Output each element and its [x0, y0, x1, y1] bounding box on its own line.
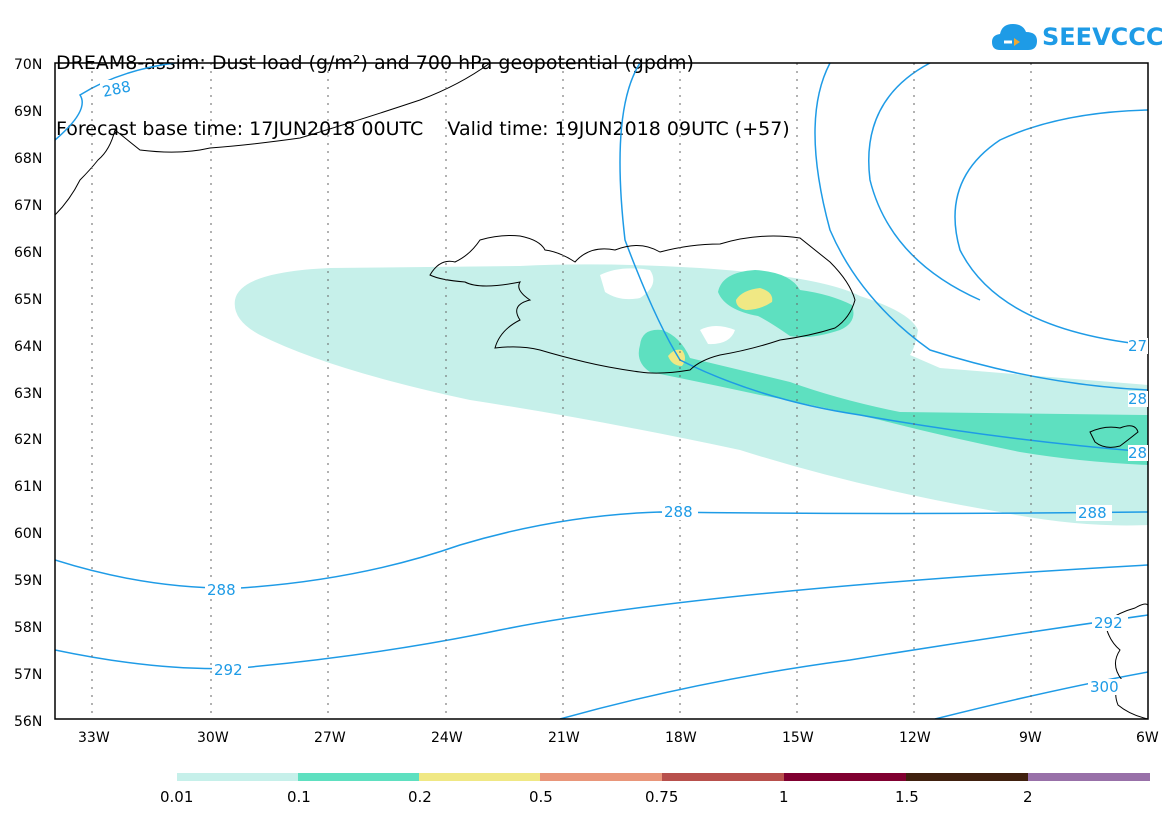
lat-label: 58N	[14, 620, 42, 636]
colorbar-swatch	[177, 773, 298, 781]
lat-label: 62N	[14, 432, 42, 448]
contour-label: 288	[664, 503, 693, 521]
colorbar-label: 0.1	[287, 788, 311, 806]
contour-label: 28	[1128, 390, 1147, 408]
colorbar-label: 0.01	[160, 788, 193, 806]
colorbar-swatch	[784, 773, 906, 781]
contour-line	[55, 63, 176, 141]
contour-line	[868, 63, 981, 301]
lon-label: 27W	[314, 730, 346, 746]
colorbar-label: 0.75	[645, 788, 678, 806]
dust-region-0-2-south	[668, 349, 685, 366]
lon-label: 9W	[1019, 730, 1042, 746]
lat-label: 70N	[14, 57, 42, 73]
colorbar-swatch	[906, 773, 1028, 781]
lon-label: 15W	[782, 730, 814, 746]
scotland-coast	[1104, 603, 1148, 719]
seevccc-logo: SEEVCCC	[990, 20, 1164, 60]
lat-label: 59N	[14, 573, 42, 589]
lon-label: 6W	[1136, 730, 1159, 746]
longitude-labels: 33W 30W 27W 24W 21W 18W 15W 12W 9W 6W	[78, 730, 1159, 746]
colorbar-swatch	[419, 773, 540, 781]
contour-line	[954, 109, 1148, 346]
lon-label: 24W	[431, 730, 463, 746]
grid-lines	[91, 63, 1032, 719]
colorbar: 0.01 0.1 0.2 0.5 0.75 1 1.5 2	[160, 773, 1150, 806]
dust-region-0-1-plume	[638, 329, 1148, 465]
lat-label: 64N	[14, 339, 42, 355]
lon-label: 21W	[548, 730, 580, 746]
lon-label: 33W	[78, 730, 110, 746]
clear-patch	[600, 268, 654, 300]
colorbar-swatch	[662, 773, 784, 781]
colorbar-label: 0.5	[529, 788, 553, 806]
greenland-coast	[55, 63, 491, 216]
contour-label: 288	[207, 581, 236, 599]
contour-line	[934, 671, 1148, 719]
lat-label: 57N	[14, 667, 42, 683]
contour-line	[619, 63, 1148, 453]
lat-label: 68N	[14, 151, 42, 167]
latitude-labels: 70N 69N 68N 67N 66N 65N 64N 63N 62N 61N …	[14, 57, 42, 730]
colorbar-label: 1.5	[895, 788, 919, 806]
colorbar-label: 1	[779, 788, 789, 806]
contour-label: 292	[214, 661, 243, 679]
dust-region-0-2-north	[736, 288, 773, 310]
lon-label: 18W	[665, 730, 697, 746]
lat-label: 66N	[14, 245, 42, 261]
lon-label: 30W	[197, 730, 229, 746]
logo-text: SEEVCCC	[1042, 23, 1164, 51]
contour-label: 27	[1128, 337, 1147, 355]
contour-line	[559, 614, 1148, 719]
lat-label: 69N	[14, 104, 42, 120]
faroe-coast	[1089, 425, 1139, 448]
geopotential-contours	[55, 63, 1148, 719]
contour-line	[55, 511, 1148, 589]
lat-label: 56N	[14, 714, 42, 730]
contour-label: 292	[1094, 614, 1123, 632]
contour-line	[814, 63, 1148, 391]
contour-line	[55, 564, 1148, 670]
colorbar-label: 0.2	[408, 788, 432, 806]
lat-label: 61N	[14, 479, 42, 495]
colorbar-swatch	[1028, 773, 1150, 781]
contour-label: 288	[101, 77, 133, 101]
lat-label: 65N	[14, 292, 42, 308]
lat-label: 63N	[14, 386, 42, 402]
map-plot-area	[55, 63, 1148, 719]
lat-label: 60N	[14, 526, 42, 542]
lat-label: 67N	[14, 198, 42, 214]
colorbar-label: 2	[1023, 788, 1033, 806]
coastlines	[55, 63, 1148, 719]
colorbar-swatch	[298, 773, 419, 781]
contour-label: 300	[1090, 678, 1119, 696]
dust-region-0-1-north	[718, 270, 854, 338]
colorbar-swatch	[540, 773, 662, 781]
title-line-2: Forecast base time: 17JUN2018 00UTC Vali…	[56, 118, 790, 140]
clear-patch	[700, 326, 735, 345]
cloud-icon	[992, 24, 1037, 50]
iceland-coast	[429, 235, 856, 374]
dust-region-0-01	[234, 264, 1148, 526]
contour-label: 28	[1128, 444, 1147, 462]
contour-labels: 288 288 288 288 292 292 300 27 28 28	[100, 77, 1148, 696]
lon-label: 12W	[899, 730, 931, 746]
contour-label: 288	[1078, 504, 1107, 522]
